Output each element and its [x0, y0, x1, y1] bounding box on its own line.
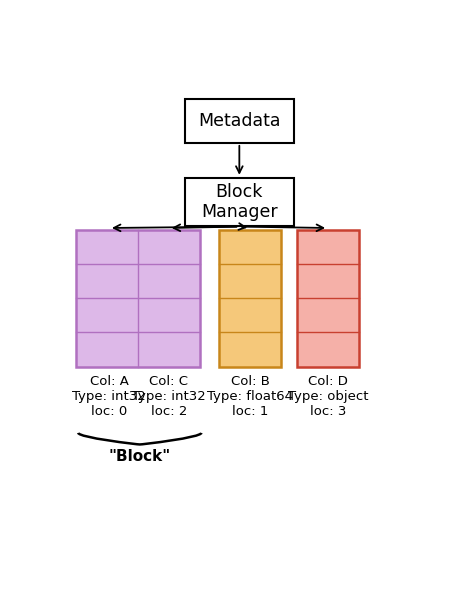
- Text: Col: C
Type: int32
loc: 2: Col: C Type: int32 loc: 2: [132, 375, 205, 418]
- FancyBboxPatch shape: [185, 99, 294, 143]
- Bar: [77, 230, 199, 367]
- Bar: [219, 230, 281, 367]
- Bar: [297, 230, 359, 367]
- Text: Metadata: Metadata: [198, 112, 281, 130]
- Text: Col: B
Type: float64
loc: 1: Col: B Type: float64 loc: 1: [207, 375, 293, 418]
- FancyBboxPatch shape: [185, 178, 294, 226]
- Text: "Block": "Block": [109, 449, 171, 464]
- Text: Block
Manager: Block Manager: [201, 182, 278, 222]
- Text: Col: D
Type: object
loc: 3: Col: D Type: object loc: 3: [288, 375, 368, 418]
- Text: Col: A
Type: int32
loc: 0: Col: A Type: int32 loc: 0: [72, 375, 146, 418]
